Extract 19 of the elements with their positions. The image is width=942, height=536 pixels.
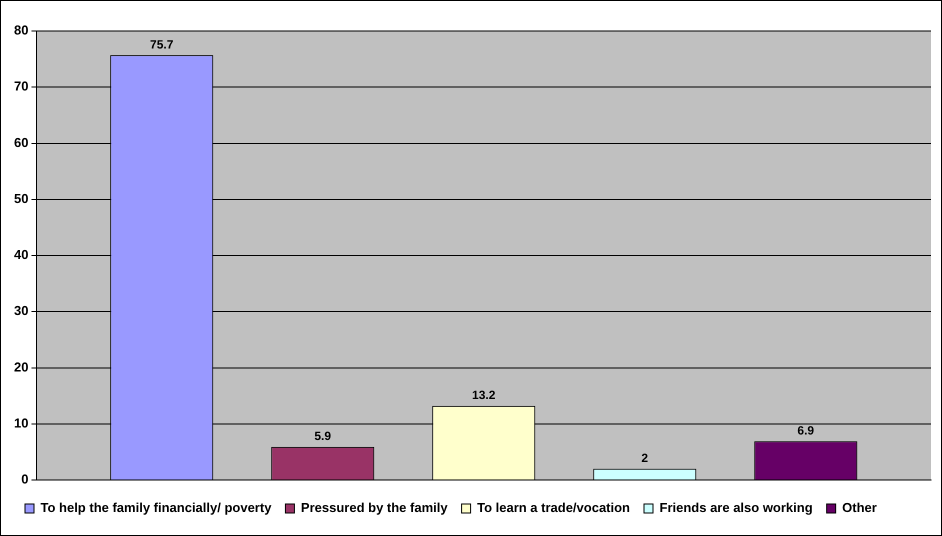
data-label: 5.9 bbox=[314, 429, 332, 444]
y-tick-label: 50 bbox=[14, 190, 28, 206]
legend-label: To help the family financially/ poverty bbox=[40, 500, 272, 516]
legend-label: Other bbox=[842, 500, 877, 516]
y-tick-label: 40 bbox=[14, 247, 28, 262]
y-tick-label: 60 bbox=[14, 134, 28, 150]
y-tick-label: 70 bbox=[14, 78, 28, 94]
y-tick-label: 30 bbox=[14, 303, 28, 318]
y-tick-label: 0 bbox=[21, 472, 28, 487]
y-tick-label: 10 bbox=[14, 415, 28, 430]
data-label: 6.9 bbox=[797, 424, 814, 438]
y-tick-label: 80 bbox=[14, 22, 28, 38]
data-label: 75.7 bbox=[150, 37, 174, 52]
data-label: 2 bbox=[641, 451, 648, 466]
legend-label: To learn a trade/vocation bbox=[477, 500, 630, 516]
legend-label: Friends are also working bbox=[660, 500, 813, 516]
legend-label: Pressured by the family bbox=[300, 500, 448, 516]
data-label: 13.2 bbox=[472, 388, 496, 402]
y-tick-label: 20 bbox=[14, 359, 28, 374]
